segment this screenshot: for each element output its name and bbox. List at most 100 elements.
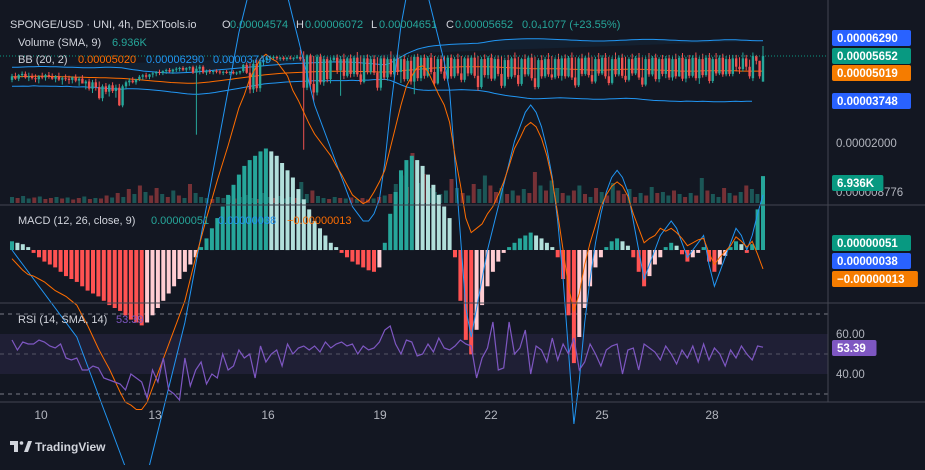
candle[interactable] [225, 70, 228, 74]
candle[interactable] [684, 56, 688, 83]
candle[interactable] [409, 56, 413, 85]
candle[interactable] [168, 68, 171, 73]
candle[interactable] [476, 56, 480, 91]
candle[interactable] [460, 56, 463, 83]
candle[interactable] [67, 75, 71, 84]
candle[interactable] [84, 79, 87, 90]
candle[interactable] [292, 57, 295, 61]
candle[interactable] [490, 53, 493, 82]
candle[interactable] [507, 54, 510, 80]
candle[interactable] [634, 56, 637, 76]
candle[interactable] [688, 54, 691, 79]
candle[interactable] [691, 55, 694, 78]
candle[interactable] [262, 58, 265, 66]
candle[interactable] [315, 54, 319, 96]
candle[interactable] [423, 54, 426, 79]
candle[interactable] [607, 56, 610, 86]
candle[interactable] [379, 56, 382, 91]
candle[interactable] [47, 72, 51, 79]
candle[interactable] [671, 56, 674, 81]
candle[interactable] [178, 66, 181, 72]
candle[interactable] [299, 49, 302, 61]
candle[interactable] [480, 56, 483, 89]
candle[interactable] [399, 56, 403, 83]
candle[interactable] [654, 53, 657, 82]
candle[interactable] [24, 71, 27, 79]
candle[interactable] [704, 55, 708, 77]
candle[interactable] [577, 56, 580, 87]
candle[interactable] [587, 52, 590, 78]
candle[interactable] [647, 53, 651, 77]
candle[interactable] [372, 55, 376, 76]
candle[interactable] [151, 72, 154, 78]
candle[interactable] [279, 56, 282, 61]
candle[interactable] [553, 57, 557, 80]
candle[interactable] [604, 53, 607, 79]
candle[interactable] [731, 54, 734, 77]
candle[interactable] [382, 55, 386, 80]
candle[interactable] [627, 57, 631, 82]
candle[interactable] [694, 52, 698, 81]
candle[interactable] [185, 67, 188, 72]
candle[interactable] [201, 65, 205, 74]
symbol-title[interactable]: SPONGE/USD · UNI, 4h, DEXTools.io [10, 19, 196, 31]
candle[interactable] [71, 76, 74, 84]
candle[interactable] [44, 73, 47, 81]
candle[interactable] [282, 56, 285, 61]
candle[interactable] [212, 70, 215, 75]
candle[interactable] [433, 56, 436, 86]
candle[interactable] [98, 81, 101, 100]
candle[interactable] [138, 75, 141, 82]
candle[interactable] [208, 69, 211, 74]
candle[interactable] [436, 56, 439, 85]
candle[interactable] [54, 75, 57, 83]
candle[interactable] [651, 56, 654, 77]
candle[interactable] [258, 59, 262, 92]
candle[interactable] [322, 56, 325, 86]
candle[interactable] [403, 55, 406, 82]
candle[interactable] [751, 52, 755, 82]
candle[interactable] [748, 59, 751, 79]
candle[interactable] [711, 56, 714, 83]
candle[interactable] [386, 57, 389, 81]
candle[interactable] [228, 71, 232, 76]
candle[interactable] [463, 56, 466, 83]
candle[interactable] [188, 66, 191, 71]
candle[interactable] [121, 84, 124, 108]
candle[interactable] [74, 74, 77, 83]
candle[interactable] [325, 56, 329, 83]
candle[interactable] [349, 54, 352, 78]
candle[interactable] [108, 83, 111, 97]
candle[interactable] [141, 73, 144, 80]
candle[interactable] [376, 57, 379, 91]
candle[interactable] [761, 46, 765, 82]
candle[interactable] [486, 56, 490, 79]
candle[interactable] [369, 56, 372, 75]
candle[interactable] [667, 54, 671, 80]
candle[interactable] [339, 56, 342, 96]
candle[interactable] [610, 56, 614, 85]
candle[interactable] [61, 76, 64, 85]
candle[interactable] [396, 54, 399, 76]
candle[interactable] [661, 54, 664, 77]
candle[interactable] [557, 53, 560, 79]
candle[interactable] [191, 65, 195, 74]
candle[interactable] [131, 77, 134, 84]
candle[interactable] [724, 56, 728, 77]
candle[interactable] [450, 54, 453, 79]
candle[interactable] [118, 83, 121, 107]
candle[interactable] [624, 56, 627, 83]
candle[interactable] [520, 57, 523, 86]
candle[interactable] [493, 56, 496, 81]
candle[interactable] [242, 63, 245, 73]
candle[interactable] [745, 54, 748, 71]
candle[interactable] [419, 55, 423, 82]
candle[interactable] [429, 53, 433, 75]
candle[interactable] [621, 53, 624, 79]
candle[interactable] [741, 52, 745, 72]
candle[interactable] [91, 79, 94, 93]
candle[interactable] [600, 55, 604, 76]
candle[interactable] [470, 55, 473, 76]
